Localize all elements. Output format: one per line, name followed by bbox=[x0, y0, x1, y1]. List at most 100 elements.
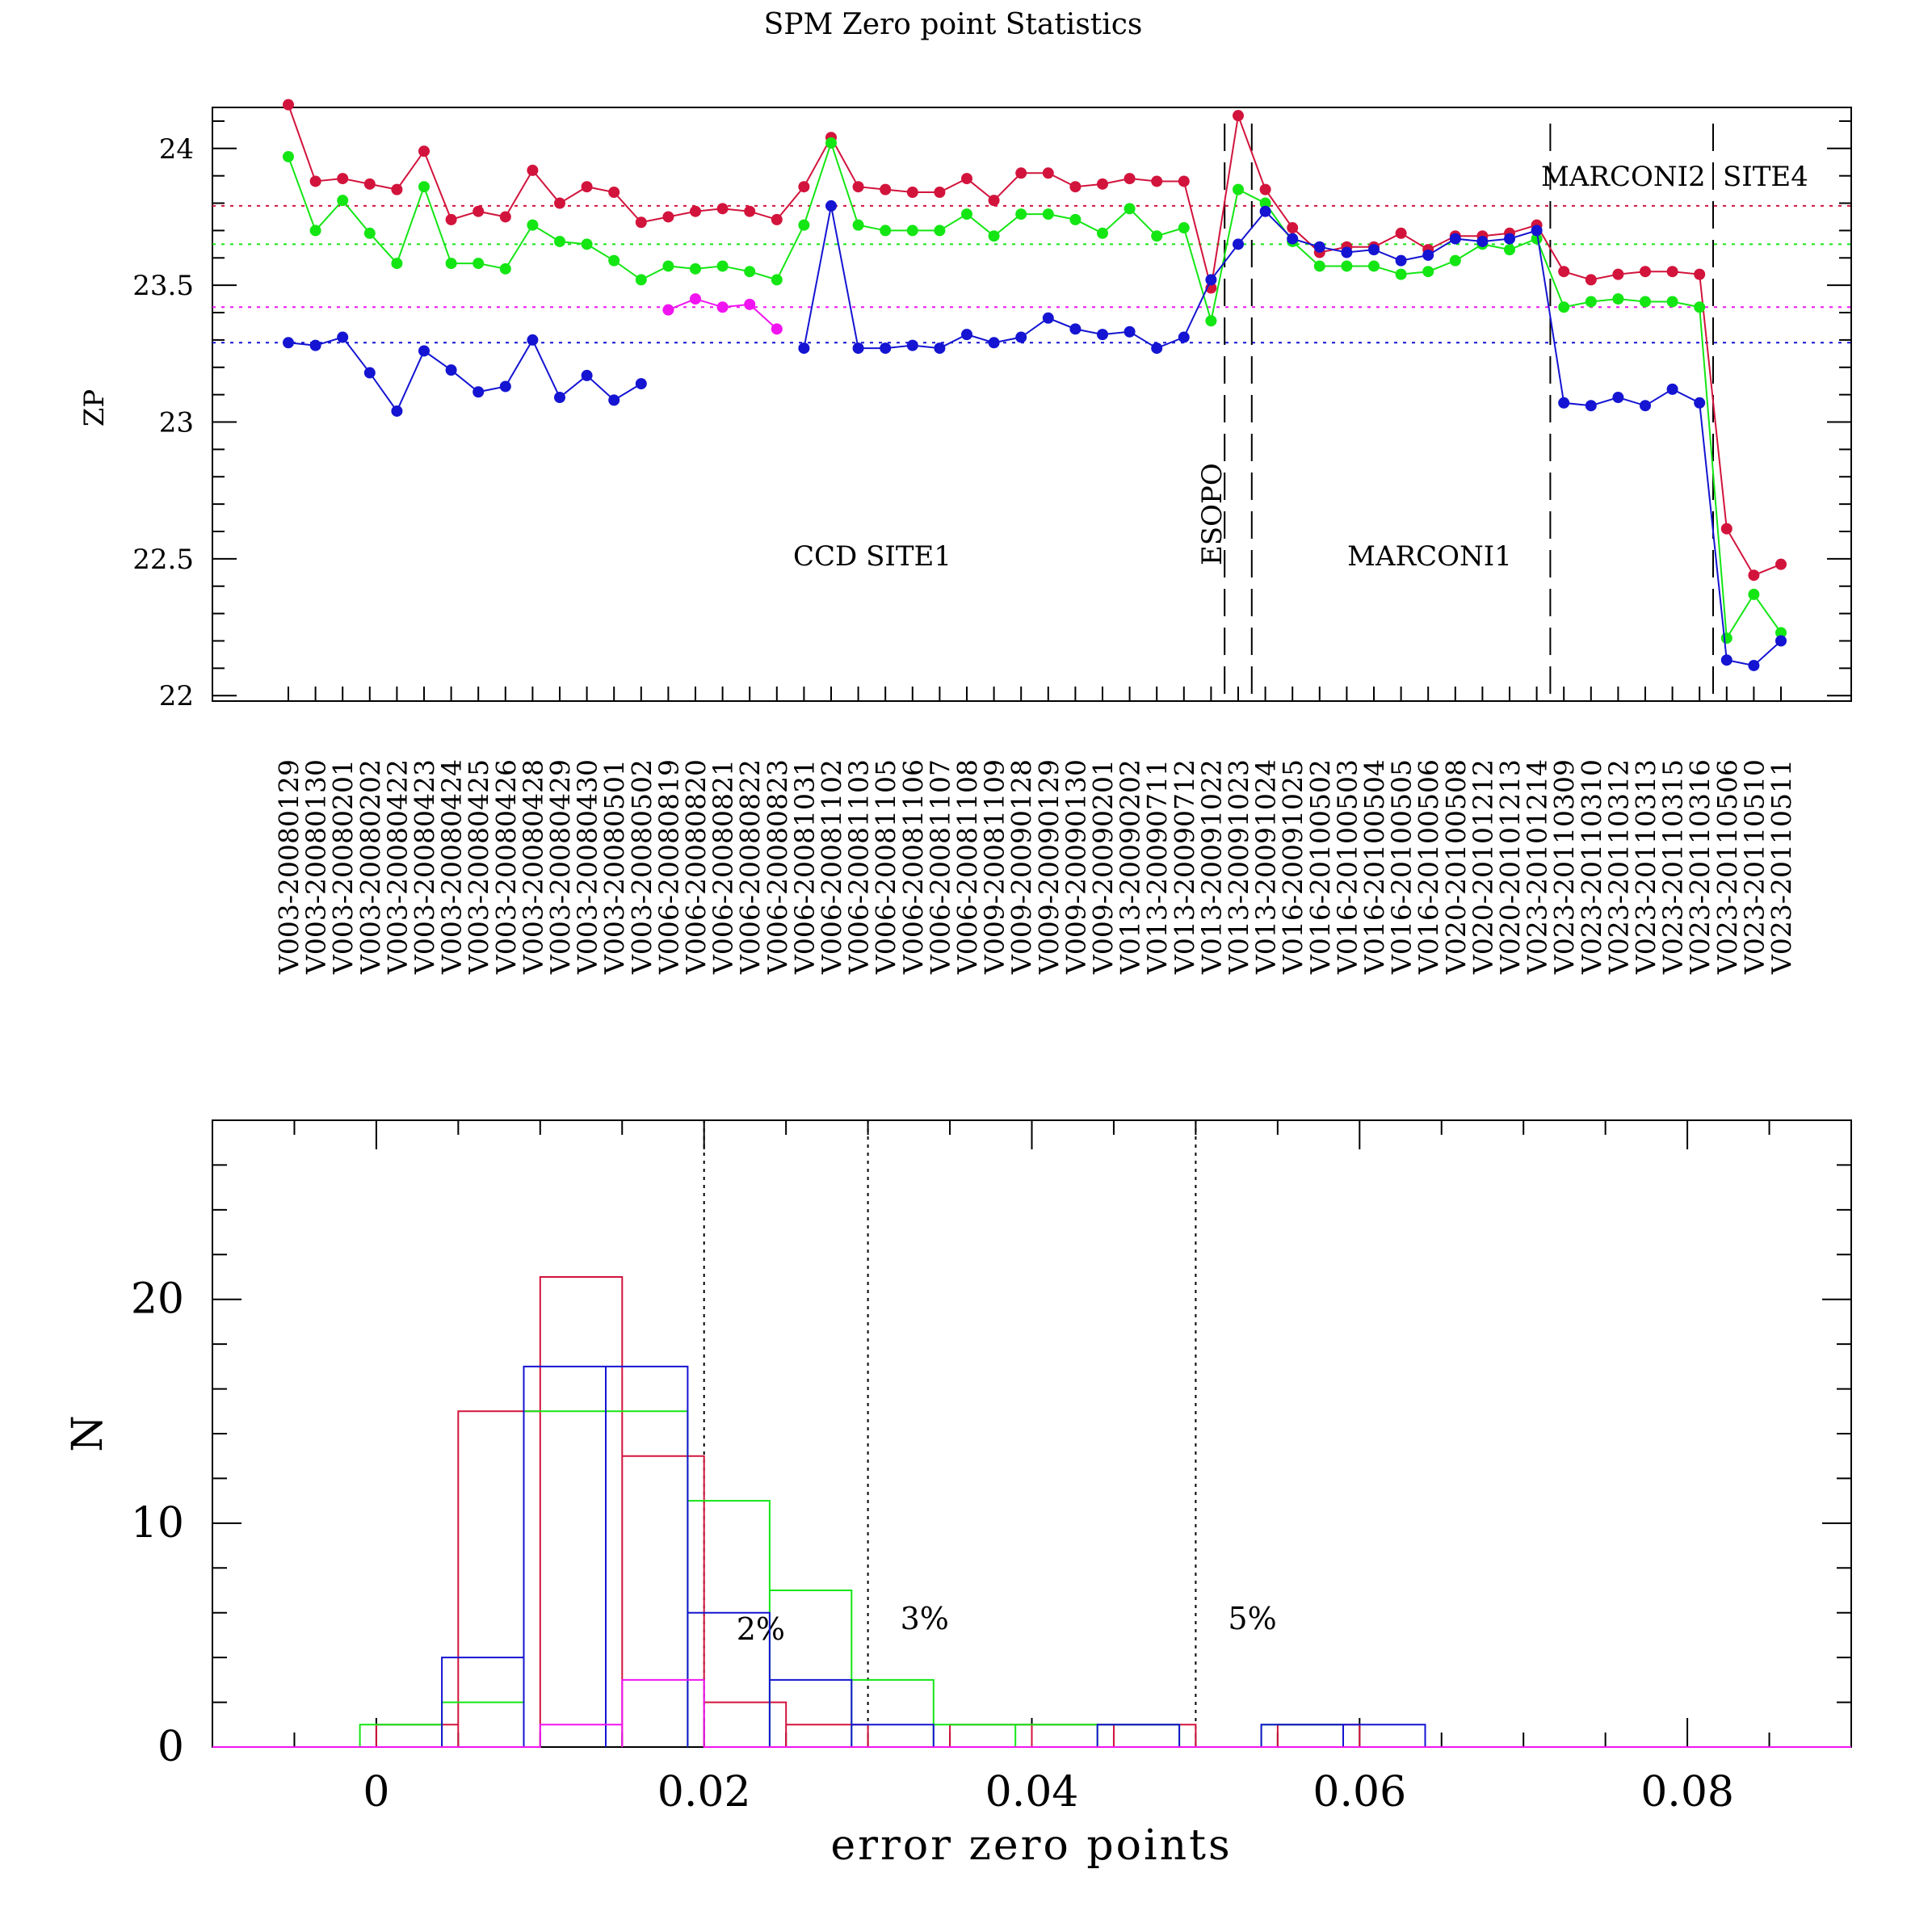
data-point-blue bbox=[1015, 331, 1027, 343]
data-point-green bbox=[309, 225, 321, 237]
reference-label: 2% bbox=[737, 1611, 785, 1647]
data-point-blue bbox=[283, 337, 294, 349]
data-point-red bbox=[988, 195, 1000, 207]
data-point-blue bbox=[499, 380, 511, 393]
top-mean-lines bbox=[212, 204, 1851, 344]
category-label: V023-20110309 bbox=[1548, 759, 1580, 975]
data-point-blue bbox=[1666, 383, 1678, 395]
category-label: V006-20081103 bbox=[843, 759, 875, 975]
data-point-red bbox=[337, 173, 349, 185]
data-point-green bbox=[1042, 208, 1054, 220]
data-point-green bbox=[1748, 588, 1760, 600]
category-label: V003-20080425 bbox=[463, 759, 494, 975]
category-label: V003-20080202 bbox=[355, 759, 386, 975]
data-point-red bbox=[1124, 173, 1136, 185]
data-point-red bbox=[499, 211, 511, 223]
category-label: V006-20080822 bbox=[734, 759, 766, 975]
data-point-green bbox=[880, 225, 892, 237]
data-point-blue bbox=[418, 345, 430, 357]
category-label: V023-20110510 bbox=[1738, 759, 1770, 975]
data-point-blue bbox=[608, 394, 620, 406]
data-point-green bbox=[1422, 266, 1434, 278]
category-label: V023-20110315 bbox=[1657, 759, 1689, 975]
data-point-red bbox=[798, 181, 810, 193]
category-label: V006-20080821 bbox=[708, 759, 739, 975]
y-tick-label: 22.5 bbox=[132, 544, 194, 576]
data-point-red bbox=[771, 213, 783, 225]
y-tick-label: 23.5 bbox=[132, 270, 194, 302]
data-point-green bbox=[1395, 268, 1407, 280]
data-point-red bbox=[1720, 523, 1732, 535]
x-tick-label: 0.04 bbox=[985, 1768, 1079, 1816]
data-point-green bbox=[1449, 254, 1461, 267]
data-point-blue bbox=[1476, 235, 1489, 247]
data-point-green bbox=[1531, 233, 1543, 245]
data-point-green bbox=[1558, 301, 1570, 313]
data-point-green bbox=[1233, 183, 1244, 195]
data-point-green bbox=[554, 235, 565, 247]
annotation-marconi1: MARCONI1 bbox=[1347, 540, 1512, 573]
data-point-blue bbox=[1368, 244, 1380, 256]
series-line-green bbox=[288, 140, 1782, 641]
data-point-green bbox=[744, 266, 756, 278]
data-point-blue bbox=[1313, 241, 1325, 253]
category-label: V023-20110506 bbox=[1712, 759, 1743, 975]
data-point-blue bbox=[798, 342, 810, 355]
data-point-red bbox=[744, 205, 756, 217]
figure-title: SPM Zero point Statistics bbox=[764, 8, 1143, 41]
category-label: V023-20101214 bbox=[1522, 759, 1553, 975]
histogram-red bbox=[212, 1276, 1851, 1748]
data-point-blue bbox=[309, 339, 321, 351]
data-point-green bbox=[1313, 260, 1325, 272]
category-label: V013-20091023 bbox=[1223, 759, 1254, 975]
data-point-blue bbox=[472, 386, 485, 398]
data-point-green bbox=[1178, 222, 1190, 234]
category-label: V009-20090201 bbox=[1087, 759, 1119, 975]
data-point-red bbox=[1395, 227, 1407, 239]
data-point-red bbox=[472, 205, 485, 217]
category-label: V003-20080424 bbox=[436, 759, 468, 975]
data-point-blue bbox=[1069, 323, 1082, 335]
data-point-blue bbox=[1748, 659, 1760, 671]
series-line-blue bbox=[803, 205, 1782, 667]
data-point-green bbox=[716, 260, 729, 272]
data-point-red bbox=[1042, 167, 1054, 179]
category-label: V023-20110313 bbox=[1630, 759, 1661, 975]
data-point-green bbox=[337, 195, 349, 207]
data-point-green bbox=[1504, 244, 1515, 256]
histogram-series bbox=[212, 1276, 1851, 1748]
x-tick-label: 0.06 bbox=[1312, 1768, 1406, 1816]
category-label: V023-20110312 bbox=[1602, 759, 1634, 975]
percent-reference-lines: 2% 3% 5% bbox=[703, 1120, 1277, 1747]
data-point-blue bbox=[825, 200, 837, 212]
data-point-red bbox=[554, 197, 565, 209]
data-point-blue bbox=[1775, 635, 1787, 647]
data-point-green bbox=[1124, 203, 1136, 215]
data-point-red bbox=[880, 183, 892, 195]
data-point-red bbox=[716, 203, 729, 215]
data-point-green bbox=[1259, 197, 1271, 209]
data-point-blue bbox=[581, 369, 593, 381]
data-point-green bbox=[1069, 213, 1082, 225]
category-label: V016-20100505 bbox=[1386, 759, 1418, 975]
category-label: V003-20080428 bbox=[517, 759, 548, 975]
zp-axis-label: ZP bbox=[78, 389, 111, 427]
data-point-red bbox=[445, 213, 457, 225]
category-label: V016-20100502 bbox=[1304, 759, 1336, 975]
x-tick-label: 0 bbox=[363, 1768, 389, 1816]
data-point-red bbox=[934, 187, 946, 198]
data-point-green bbox=[934, 225, 946, 237]
data-point-red bbox=[1287, 222, 1299, 234]
data-point-blue bbox=[635, 378, 647, 390]
category-label: V003-20080502 bbox=[626, 759, 657, 975]
category-label: V013-20091022 bbox=[1195, 759, 1227, 975]
data-point-blue bbox=[1287, 233, 1299, 245]
category-label: V006-20080819 bbox=[653, 759, 684, 975]
data-point-green bbox=[363, 227, 376, 239]
data-point-blue bbox=[1151, 342, 1163, 355]
data-point-green bbox=[1694, 301, 1706, 313]
data-point-green bbox=[961, 208, 972, 220]
data-point-blue bbox=[1612, 392, 1624, 404]
data-point-red bbox=[1097, 178, 1108, 190]
data-point-green bbox=[690, 262, 701, 275]
